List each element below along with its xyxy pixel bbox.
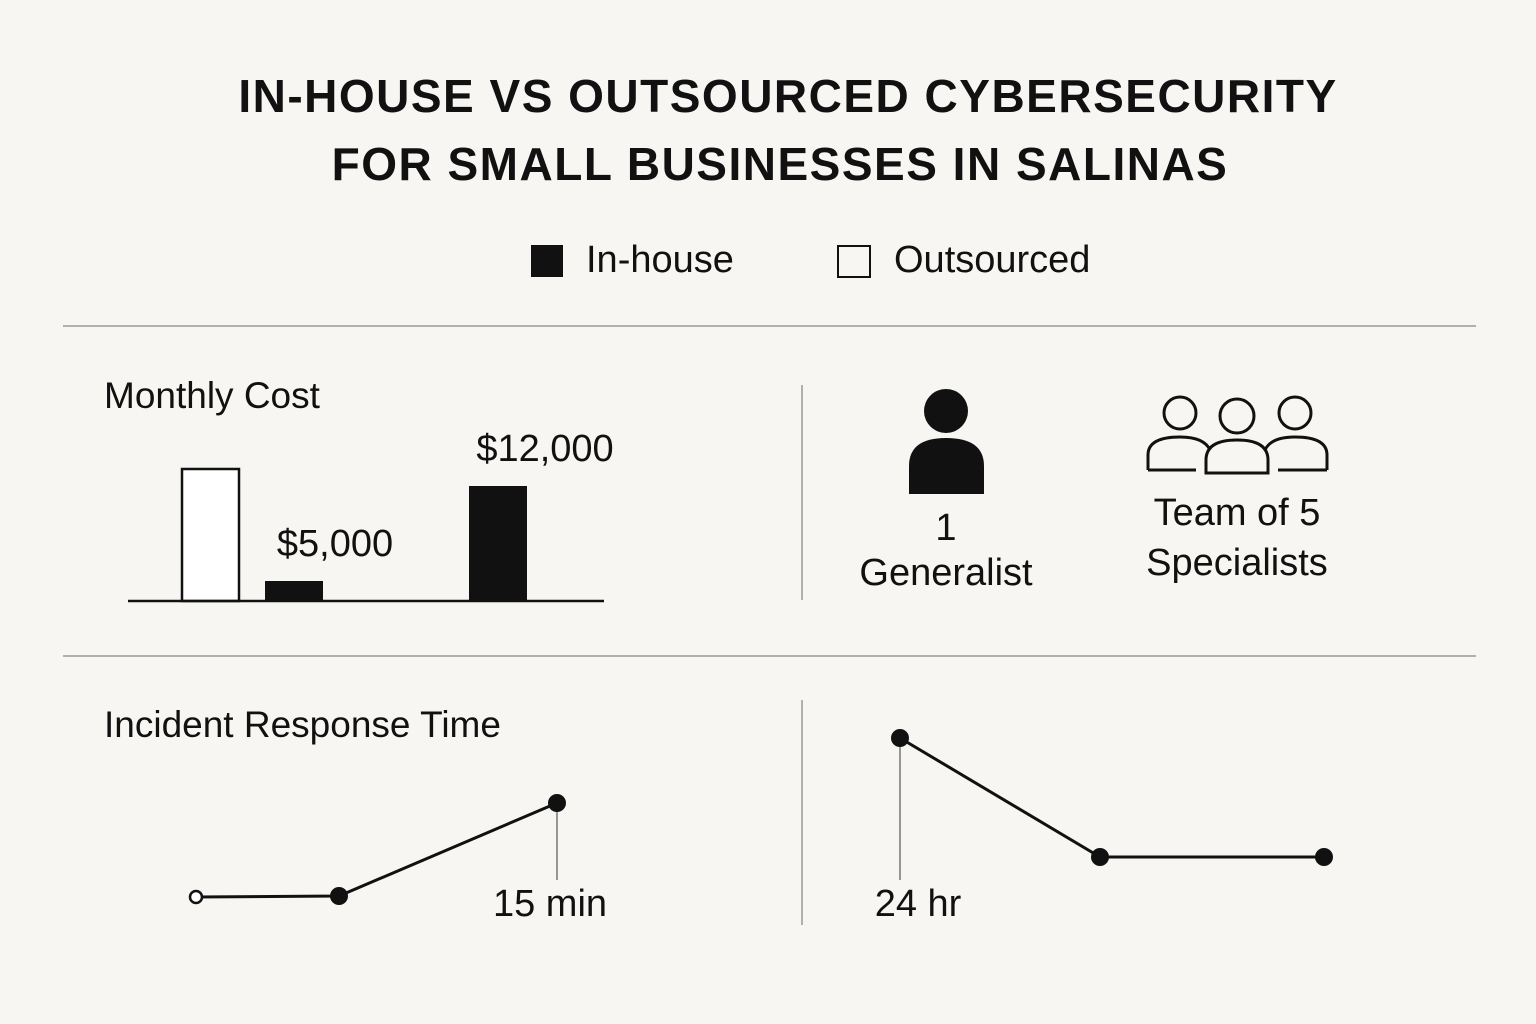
section-title: Monthly Cost (104, 375, 321, 416)
bar (469, 486, 527, 601)
legend-label: In-house (586, 239, 734, 281)
point (548, 794, 566, 812)
person-icon (924, 389, 968, 433)
title: FOR SMALL BUSINESSES IN SALINAS (332, 138, 1229, 190)
bar (265, 581, 323, 601)
staff-label: Generalist (859, 552, 1033, 594)
section-title: Incident Response Time (104, 704, 501, 745)
point (330, 887, 348, 905)
staff-label: Team of 5 (1154, 492, 1321, 534)
staff-label: 1 (935, 507, 956, 549)
point (188, 889, 204, 905)
team-icon (1146, 395, 1329, 475)
bar (180, 467, 241, 603)
value-label: 24 hr (875, 883, 962, 925)
legend-swatch (531, 245, 563, 277)
value-label: $12,000 (476, 428, 613, 470)
value-label: 15 min (493, 883, 607, 925)
point (1315, 848, 1333, 866)
staff-label: Specialists (1146, 542, 1328, 584)
legend-label: Outsourced (894, 239, 1090, 281)
point (1091, 848, 1109, 866)
title: IN-HOUSE VS OUTSOURCED CYBERSECURITY (238, 70, 1337, 122)
point (891, 729, 909, 747)
person-icon (909, 438, 984, 494)
legend-swatch (837, 245, 871, 278)
value-label: $5,000 (277, 523, 393, 565)
